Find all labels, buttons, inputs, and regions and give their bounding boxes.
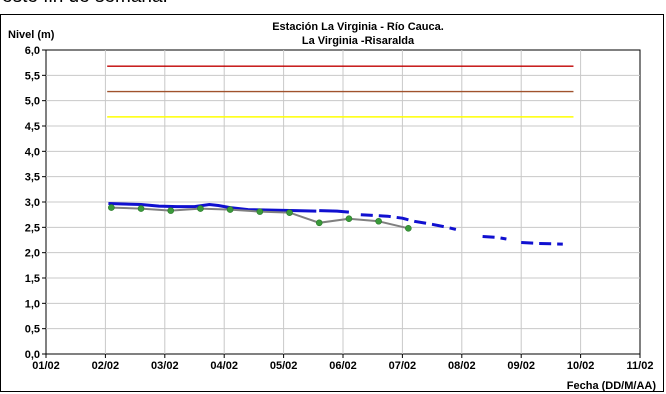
manual-reading-point bbox=[137, 205, 145, 212]
x-tick-label: 01/02 bbox=[32, 360, 60, 372]
x-tick-label: 10/02 bbox=[567, 360, 595, 372]
y-tick-label: 4,0 bbox=[25, 146, 40, 158]
observed-level-dashed-line bbox=[360, 213, 457, 231]
x-tick-label: 11/02 bbox=[627, 360, 654, 372]
x-tick-label: 07/02 bbox=[389, 360, 417, 372]
y-tick-label: 1,5 bbox=[25, 273, 40, 285]
observed-level-line bbox=[319, 209, 350, 214]
manual-reading-point bbox=[375, 217, 382, 225]
x-tick-label: 02/02 bbox=[92, 360, 120, 372]
y-tick-label: 4,5 bbox=[25, 121, 40, 133]
x-tick-label: 09/02 bbox=[507, 360, 535, 372]
y-tick-label: 3,0 bbox=[25, 197, 40, 209]
manual-reading-point bbox=[345, 215, 353, 223]
y-tick-label: 3,5 bbox=[25, 172, 40, 184]
manual-reading-point bbox=[108, 204, 115, 211]
x-tick-label: 06/02 bbox=[329, 360, 357, 372]
x-tick-label: 04/02 bbox=[210, 360, 238, 372]
manual-reading-point bbox=[315, 219, 323, 227]
chart-subtitle: La Virginia -Risaralda bbox=[302, 35, 415, 47]
x-tick-label: 08/02 bbox=[448, 360, 476, 372]
y-tick-label: 2,5 bbox=[25, 222, 40, 234]
page-top-text: este fin de semana. bbox=[2, 0, 168, 8]
manual-reading-point bbox=[167, 207, 175, 214]
y-tick-label: 2,0 bbox=[25, 248, 40, 260]
y-tick-label: 1,0 bbox=[25, 298, 40, 310]
x-axis-label: Fecha (DD/M/AA) bbox=[567, 380, 657, 392]
observed-level-dashed-line bbox=[521, 241, 563, 246]
manual-reading-point bbox=[226, 206, 234, 213]
manual-reading-point bbox=[405, 225, 412, 232]
y-tick-label: 0,5 bbox=[25, 324, 40, 336]
x-tick-label: 03/02 bbox=[151, 360, 179, 372]
x-tick-label: 05/02 bbox=[270, 360, 298, 372]
y-axis-label: Nivel (m) bbox=[8, 29, 55, 41]
manual-reading-point bbox=[197, 205, 204, 212]
y-tick-label: 5,0 bbox=[25, 96, 40, 108]
chart-frame bbox=[0, 14, 664, 392]
observed-level-line bbox=[108, 202, 317, 213]
manual-reading-point bbox=[286, 209, 293, 216]
chart-title: Estación La Virginia - Río Cauca. bbox=[272, 21, 444, 33]
y-tick-label: 0,0 bbox=[25, 349, 40, 361]
observed-level-dashed-line bbox=[482, 235, 507, 241]
y-tick-label: 6,0 bbox=[25, 45, 40, 57]
y-tick-label: 5,5 bbox=[25, 70, 40, 82]
manual-reading-point bbox=[256, 208, 264, 215]
